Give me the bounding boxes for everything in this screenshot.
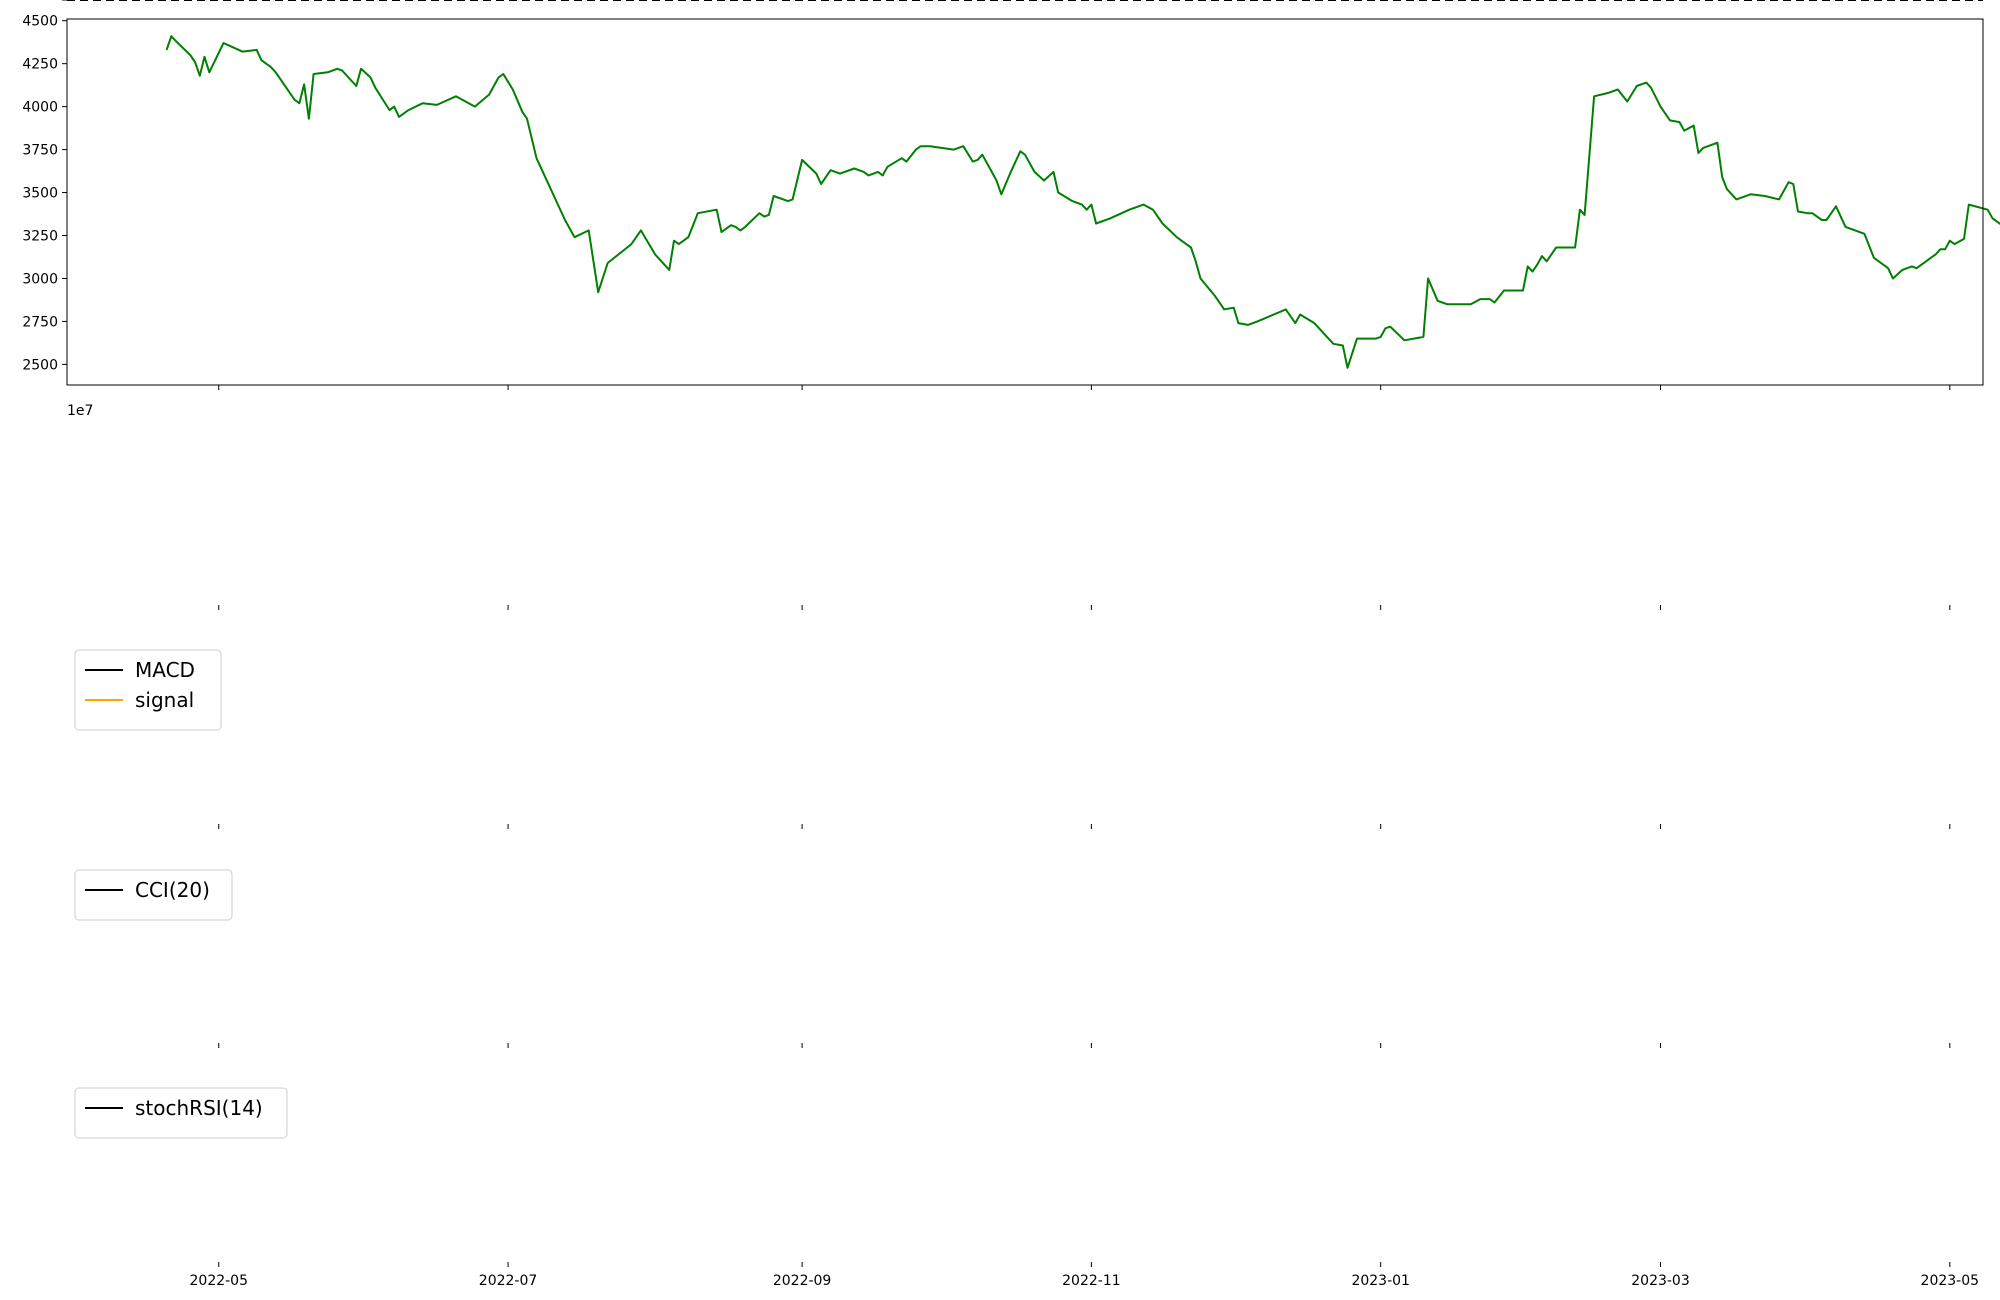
- macd-legend-label: signal: [135, 688, 194, 712]
- stochrsi-ytick-label: 80: [40, 0, 58, 4]
- macd-legend-label: MACD: [135, 658, 195, 682]
- stochrsi-ytick-label: 0: [49, 0, 58, 4]
- price-ytick-label: 3250: [22, 229, 58, 245]
- cci-ytick-label: 0: [49, 0, 58, 4]
- xtick-label: 2022-09: [773, 1273, 832, 1289]
- cci-legend-label: CCI(20): [135, 878, 210, 902]
- stochrsi-ytick-label: 20: [40, 0, 58, 4]
- text-layer: 2500 2750 3000 3250 3500 3750 4000 4250 4500 0123…: [20, 0, 1980, 1289]
- xtick-label: 2022-07: [479, 1273, 538, 1289]
- price-ytick-label: 2500: [22, 357, 58, 373]
- cci-ytick-label: 200: [31, 0, 58, 4]
- stochrsi-legend-label: stochRSI(14): [135, 1096, 263, 1120]
- price-axes-frame: [66, 18, 1984, 386]
- cci-ytick-label: 100: [31, 0, 58, 4]
- stochrsi-ytick-label: 40: [40, 0, 58, 4]
- price-ytick-label: 4500: [22, 14, 58, 30]
- line-layer: [67, 0, 2000, 369]
- volume-offset-label: 1e7: [67, 403, 93, 419]
- xtick-label: 2023-05: [1921, 1273, 1980, 1289]
- volume-ytick-label: 5: [49, 0, 58, 4]
- price-ytick-label: 3750: [22, 143, 58, 159]
- xtick-label: 2023-03: [1631, 1273, 1690, 1289]
- price-line: [165, 35, 2000, 369]
- macd-ytick-label: 0: [49, 0, 58, 4]
- price-ytick-label: 2750: [22, 314, 58, 330]
- macd-ytick-label: −200: [20, 0, 58, 4]
- volume-ytick-label: 3: [49, 0, 58, 4]
- cci-ytick-label: −100: [20, 0, 58, 4]
- stochrsi-ytick-label: 60: [40, 0, 58, 4]
- axes-layer: [62, 0, 1984, 1267]
- price-ytick-label: 4250: [22, 57, 58, 73]
- volume-ytick-label: 0: [49, 0, 58, 4]
- stochrsi-ytick-label: 100: [31, 0, 58, 4]
- volume-ytick-label: 1: [49, 0, 58, 4]
- price-ytick-label: 3000: [22, 271, 58, 287]
- cci-ytick-label: −200: [20, 0, 58, 4]
- volume-ytick-label: 2: [49, 0, 58, 4]
- price-ytick-label: 3500: [22, 186, 58, 202]
- xtick-label: 2022-11: [1062, 1273, 1121, 1289]
- price-ytick-label: 4000: [22, 100, 58, 116]
- xtick-label: 2023-01: [1351, 1273, 1410, 1289]
- cci-legend-box: [74, 869, 233, 921]
- stochrsi-legend-box: [74, 1087, 288, 1139]
- macd-ytick-label: 200: [31, 0, 58, 4]
- volume-ytick-label: 4: [49, 0, 58, 4]
- xtick-label: 2022-05: [190, 1273, 249, 1289]
